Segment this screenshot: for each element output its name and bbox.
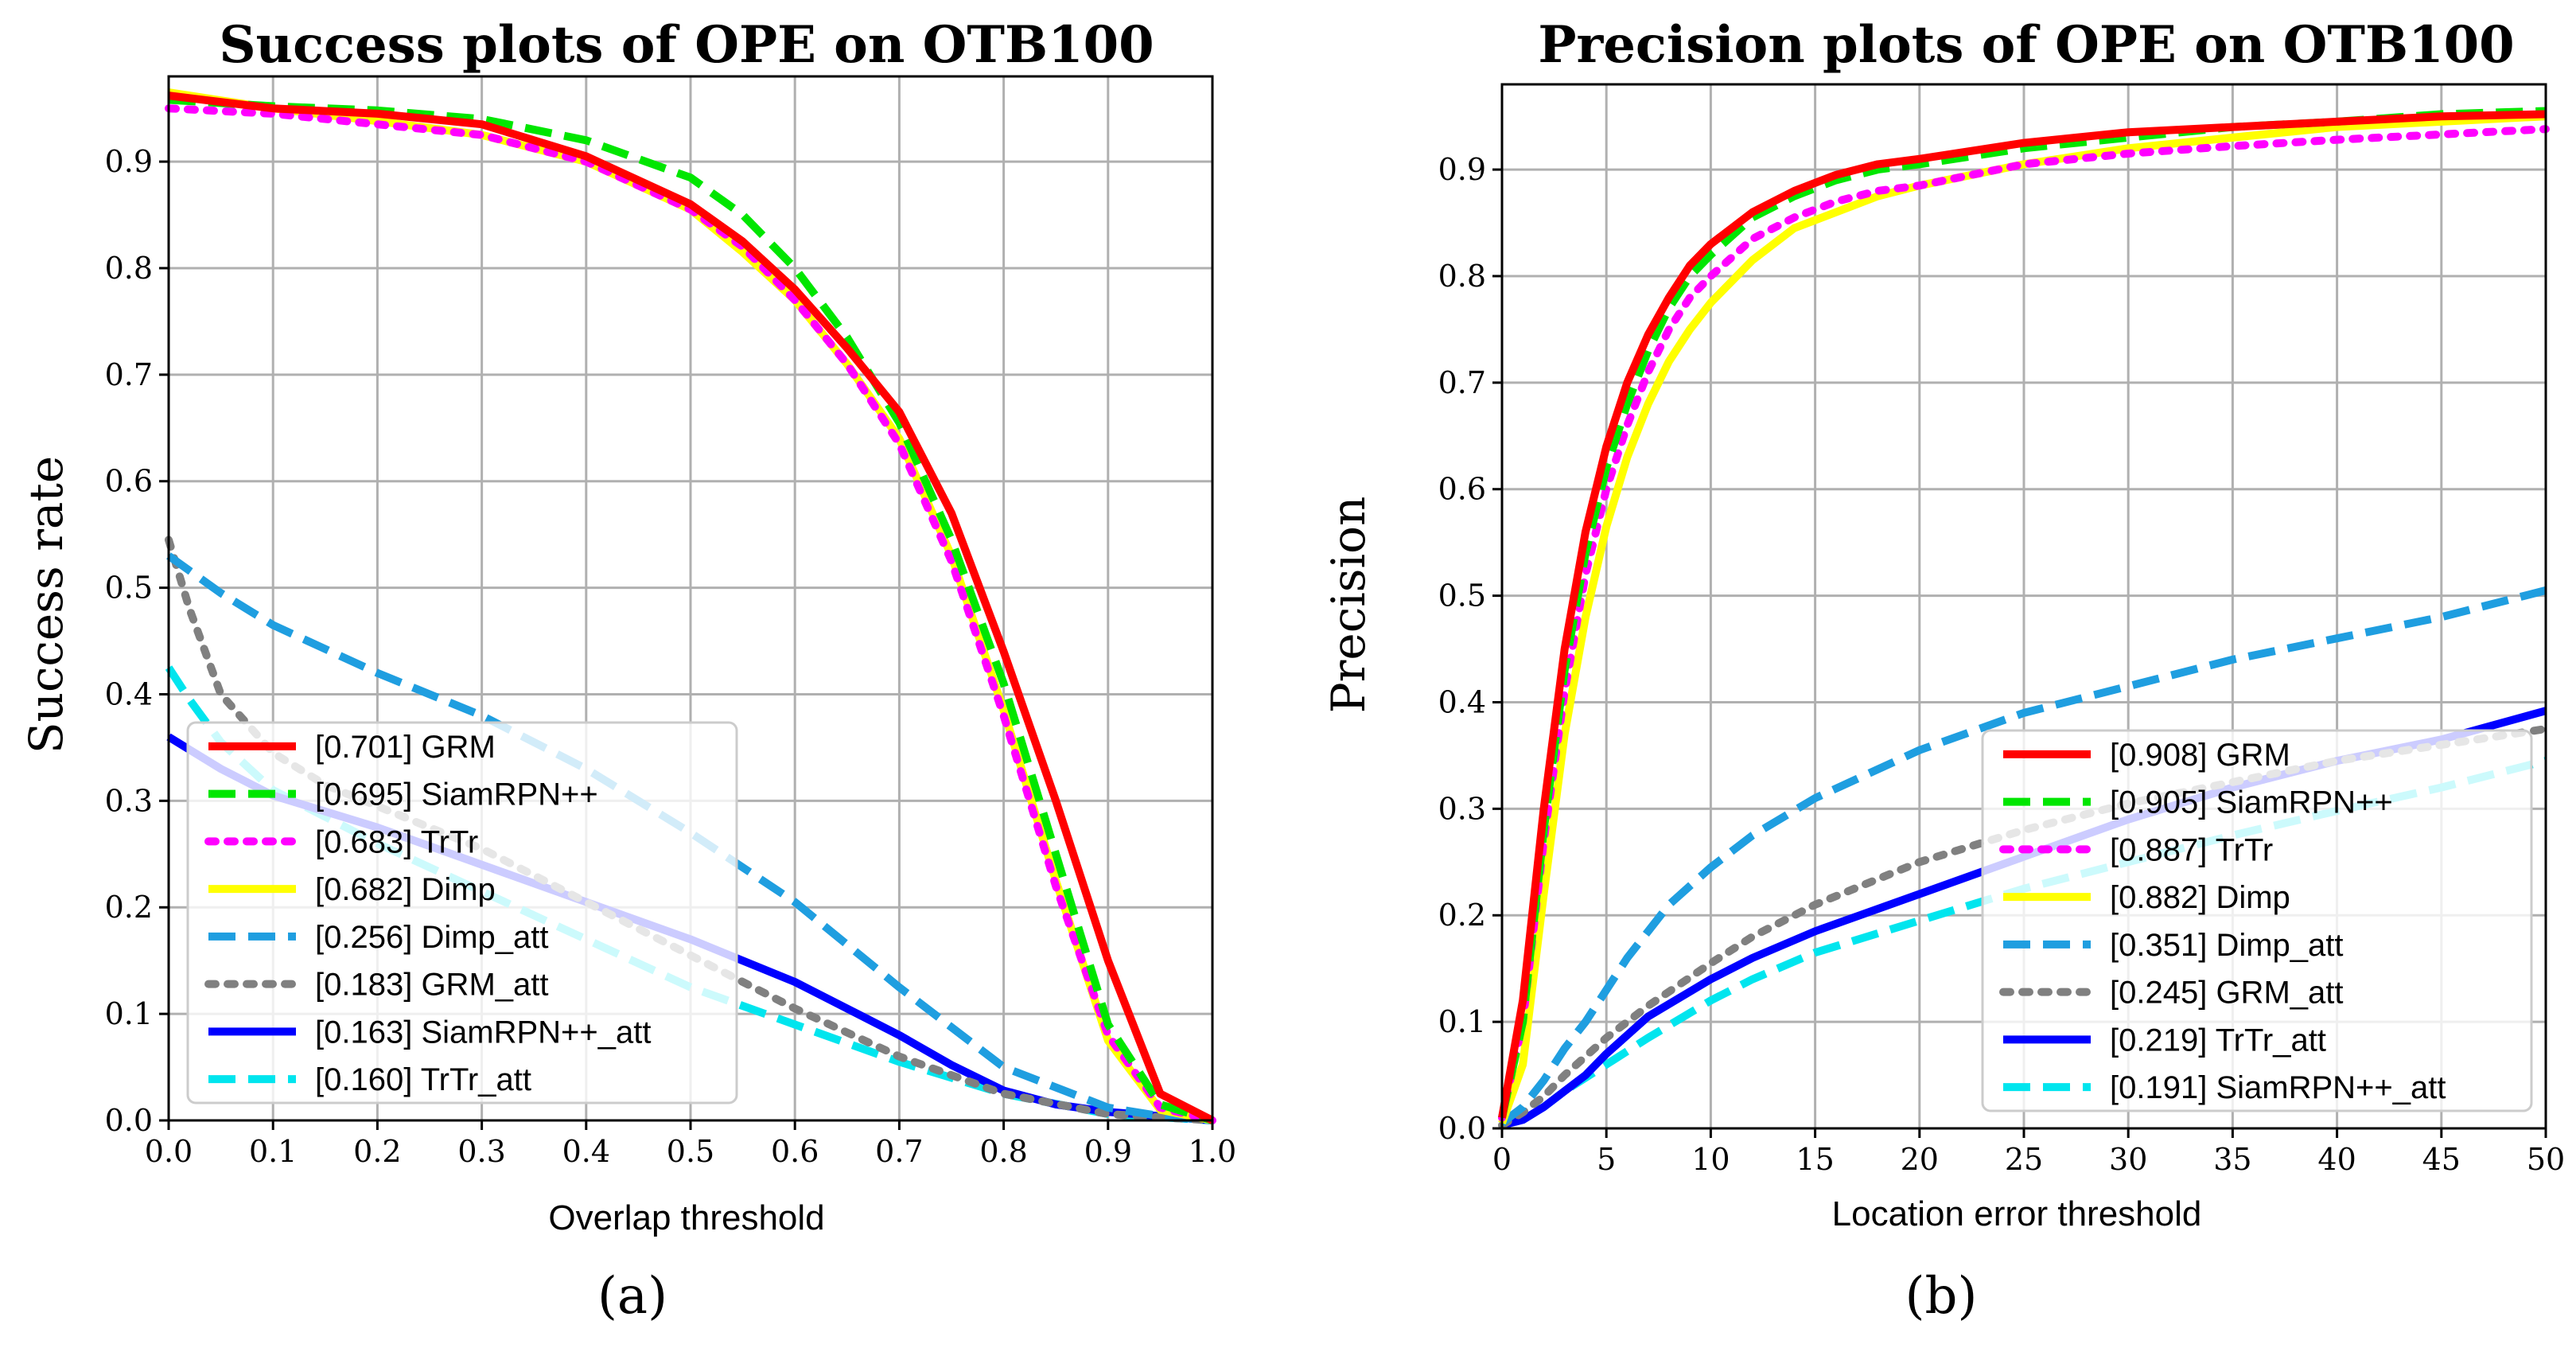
y-tick-label: 0.6 <box>1438 472 1486 507</box>
x-axis-label: Overlap threshold <box>548 1198 824 1237</box>
ticks: 0.0 0.1 0.2 0.3 0.4 0.5 0.6 0.7 0.8 0.9 1.0 0.0 0.1 0… <box>105 144 1237 1169</box>
x-tick-label: 0.8 <box>979 1134 1027 1169</box>
y-tick-label: 0.4 <box>105 676 153 711</box>
x-axis-label: Location error threshold <box>1832 1194 2202 1233</box>
x-tick-label: 0.0 <box>145 1134 193 1169</box>
y-axis-label: Success rate <box>19 456 73 754</box>
success-plot: Success plots of OPE on OTB100 Success r… <box>19 15 1236 1326</box>
chart-title: Success plots of OPE on OTB100 <box>219 15 1154 75</box>
legend-label: [0.245] GRM_att <box>2110 976 2343 1011</box>
x-tick-label: 45 <box>2422 1142 2461 1177</box>
series-line-trtr <box>1498 125 2550 1122</box>
y-tick-label: 0.3 <box>1438 791 1486 826</box>
legend-label: [0.183] GRM_att <box>315 968 548 1003</box>
y-tick-label: 0.0 <box>105 1103 153 1138</box>
legend-label: [0.682] Dimp <box>315 872 496 907</box>
y-tick-label: 0.3 <box>105 783 153 818</box>
y-axis-label: Precision <box>1321 497 1376 714</box>
ticks: 0 5 10 15 20 25 30 35 40 45 50 0.0 0.1 0.2 0.3 0.4 0.5 0.… <box>1438 152 2566 1177</box>
chart-title: Precision plots of OPE on OTB100 <box>1538 15 2514 75</box>
series-line-trtr <box>165 104 1216 1124</box>
x-tick-label: 10 <box>1691 1142 1730 1177</box>
x-tick-label: 25 <box>2005 1142 2043 1177</box>
x-tick-label: 0.5 <box>667 1134 714 1169</box>
series-line-grm-att <box>1498 725 2550 1129</box>
y-tick-label: 0.8 <box>1438 259 1486 294</box>
y-tick-label: 0.5 <box>105 571 153 606</box>
x-tick-label: 20 <box>1901 1142 1939 1177</box>
legend-box <box>186 721 738 1105</box>
series-line-dimp-att <box>1499 586 2547 1127</box>
legend-label: [0.219] TrTr_att <box>2110 1023 2326 1058</box>
subfigure-caption: (a) <box>597 1267 667 1326</box>
precision-plot: Precision plots of OPE on OTB100 Precisi… <box>1321 15 2565 1326</box>
y-tick-label: 0.1 <box>105 996 153 1031</box>
x-tick-label: 40 <box>2317 1142 2356 1177</box>
legend-label: [0.683] TrTr <box>315 824 478 859</box>
x-tick-label: 0.9 <box>1084 1134 1132 1169</box>
y-tick-label: 0.9 <box>1438 152 1486 187</box>
legend-box <box>1981 729 2533 1112</box>
y-tick-label: 0.9 <box>105 144 153 179</box>
x-tick-label: 0.7 <box>875 1134 923 1169</box>
legend-label: [0.351] Dimp_att <box>2110 928 2344 963</box>
x-tick-label: 0.6 <box>771 1134 819 1169</box>
series-line-grm-att <box>165 536 1216 1124</box>
x-tick-label: 0.1 <box>249 1134 297 1169</box>
y-tick-label: 0.8 <box>105 251 153 286</box>
y-tick-label: 0.1 <box>1438 1004 1486 1039</box>
y-tick-label: 0.7 <box>105 357 153 392</box>
y-tick-label: 0.6 <box>105 464 153 499</box>
x-tick-label: 0.4 <box>562 1134 610 1169</box>
series-line-grm <box>1498 110 2547 1119</box>
legend-label: [0.160] TrTr_att <box>315 1062 531 1097</box>
x-tick-label: 0.3 <box>457 1134 505 1169</box>
x-tick-label: 50 <box>2527 1142 2565 1177</box>
legend: [0.908] GRM [0.905] SiamRPN++ [0.887] TrTr… <box>1981 729 2533 1112</box>
y-tick-label: 0.2 <box>1438 898 1486 933</box>
series-line-siamrpn- <box>168 95 1214 1124</box>
plot-frame <box>1500 83 2547 1130</box>
legend-label: [0.695] SiamRPN++ <box>315 777 598 812</box>
series-line-dimp-att <box>166 552 1213 1124</box>
subfigure-caption: (b) <box>1905 1267 1978 1326</box>
y-tick-label: 0.5 <box>1438 579 1486 614</box>
series-line-dimp <box>1498 112 2547 1124</box>
legend-label: [0.163] SiamRPN++_att <box>315 1015 651 1050</box>
legend-label: [0.191] SiamRPN++_att <box>2110 1070 2446 1105</box>
legend-label: [0.905] SiamRPN++ <box>2110 785 2393 820</box>
legend: [0.701] GRM [0.695] SiamRPN++ [0.683] TrTr… <box>186 721 738 1105</box>
x-tick-label: 0 <box>1492 1142 1512 1177</box>
y-tick-label: 0.2 <box>105 890 153 925</box>
legend-label: [0.908] GRM <box>2110 738 2290 773</box>
x-tick-label: 35 <box>2213 1142 2251 1177</box>
legend-label: [0.887] TrTr <box>2110 832 2273 867</box>
y-tick-label: 0.0 <box>1438 1111 1486 1146</box>
series-line-grm <box>168 92 1215 1124</box>
y-tick-label: 0.4 <box>1438 684 1486 719</box>
x-tick-label: 30 <box>2109 1142 2147 1177</box>
x-tick-label: 0.2 <box>353 1134 401 1169</box>
legend-label: [0.701] GRM <box>315 730 496 765</box>
x-tick-label: 15 <box>1796 1142 1834 1177</box>
legend-label: [0.256] Dimp_att <box>315 920 549 955</box>
legend-label: [0.882] Dimp <box>2110 880 2290 915</box>
x-tick-label: 5 <box>1597 1142 1616 1177</box>
x-tick-label: 1.0 <box>1189 1134 1236 1169</box>
plot-frame <box>167 75 1214 1122</box>
y-tick-label: 0.7 <box>1438 365 1486 400</box>
